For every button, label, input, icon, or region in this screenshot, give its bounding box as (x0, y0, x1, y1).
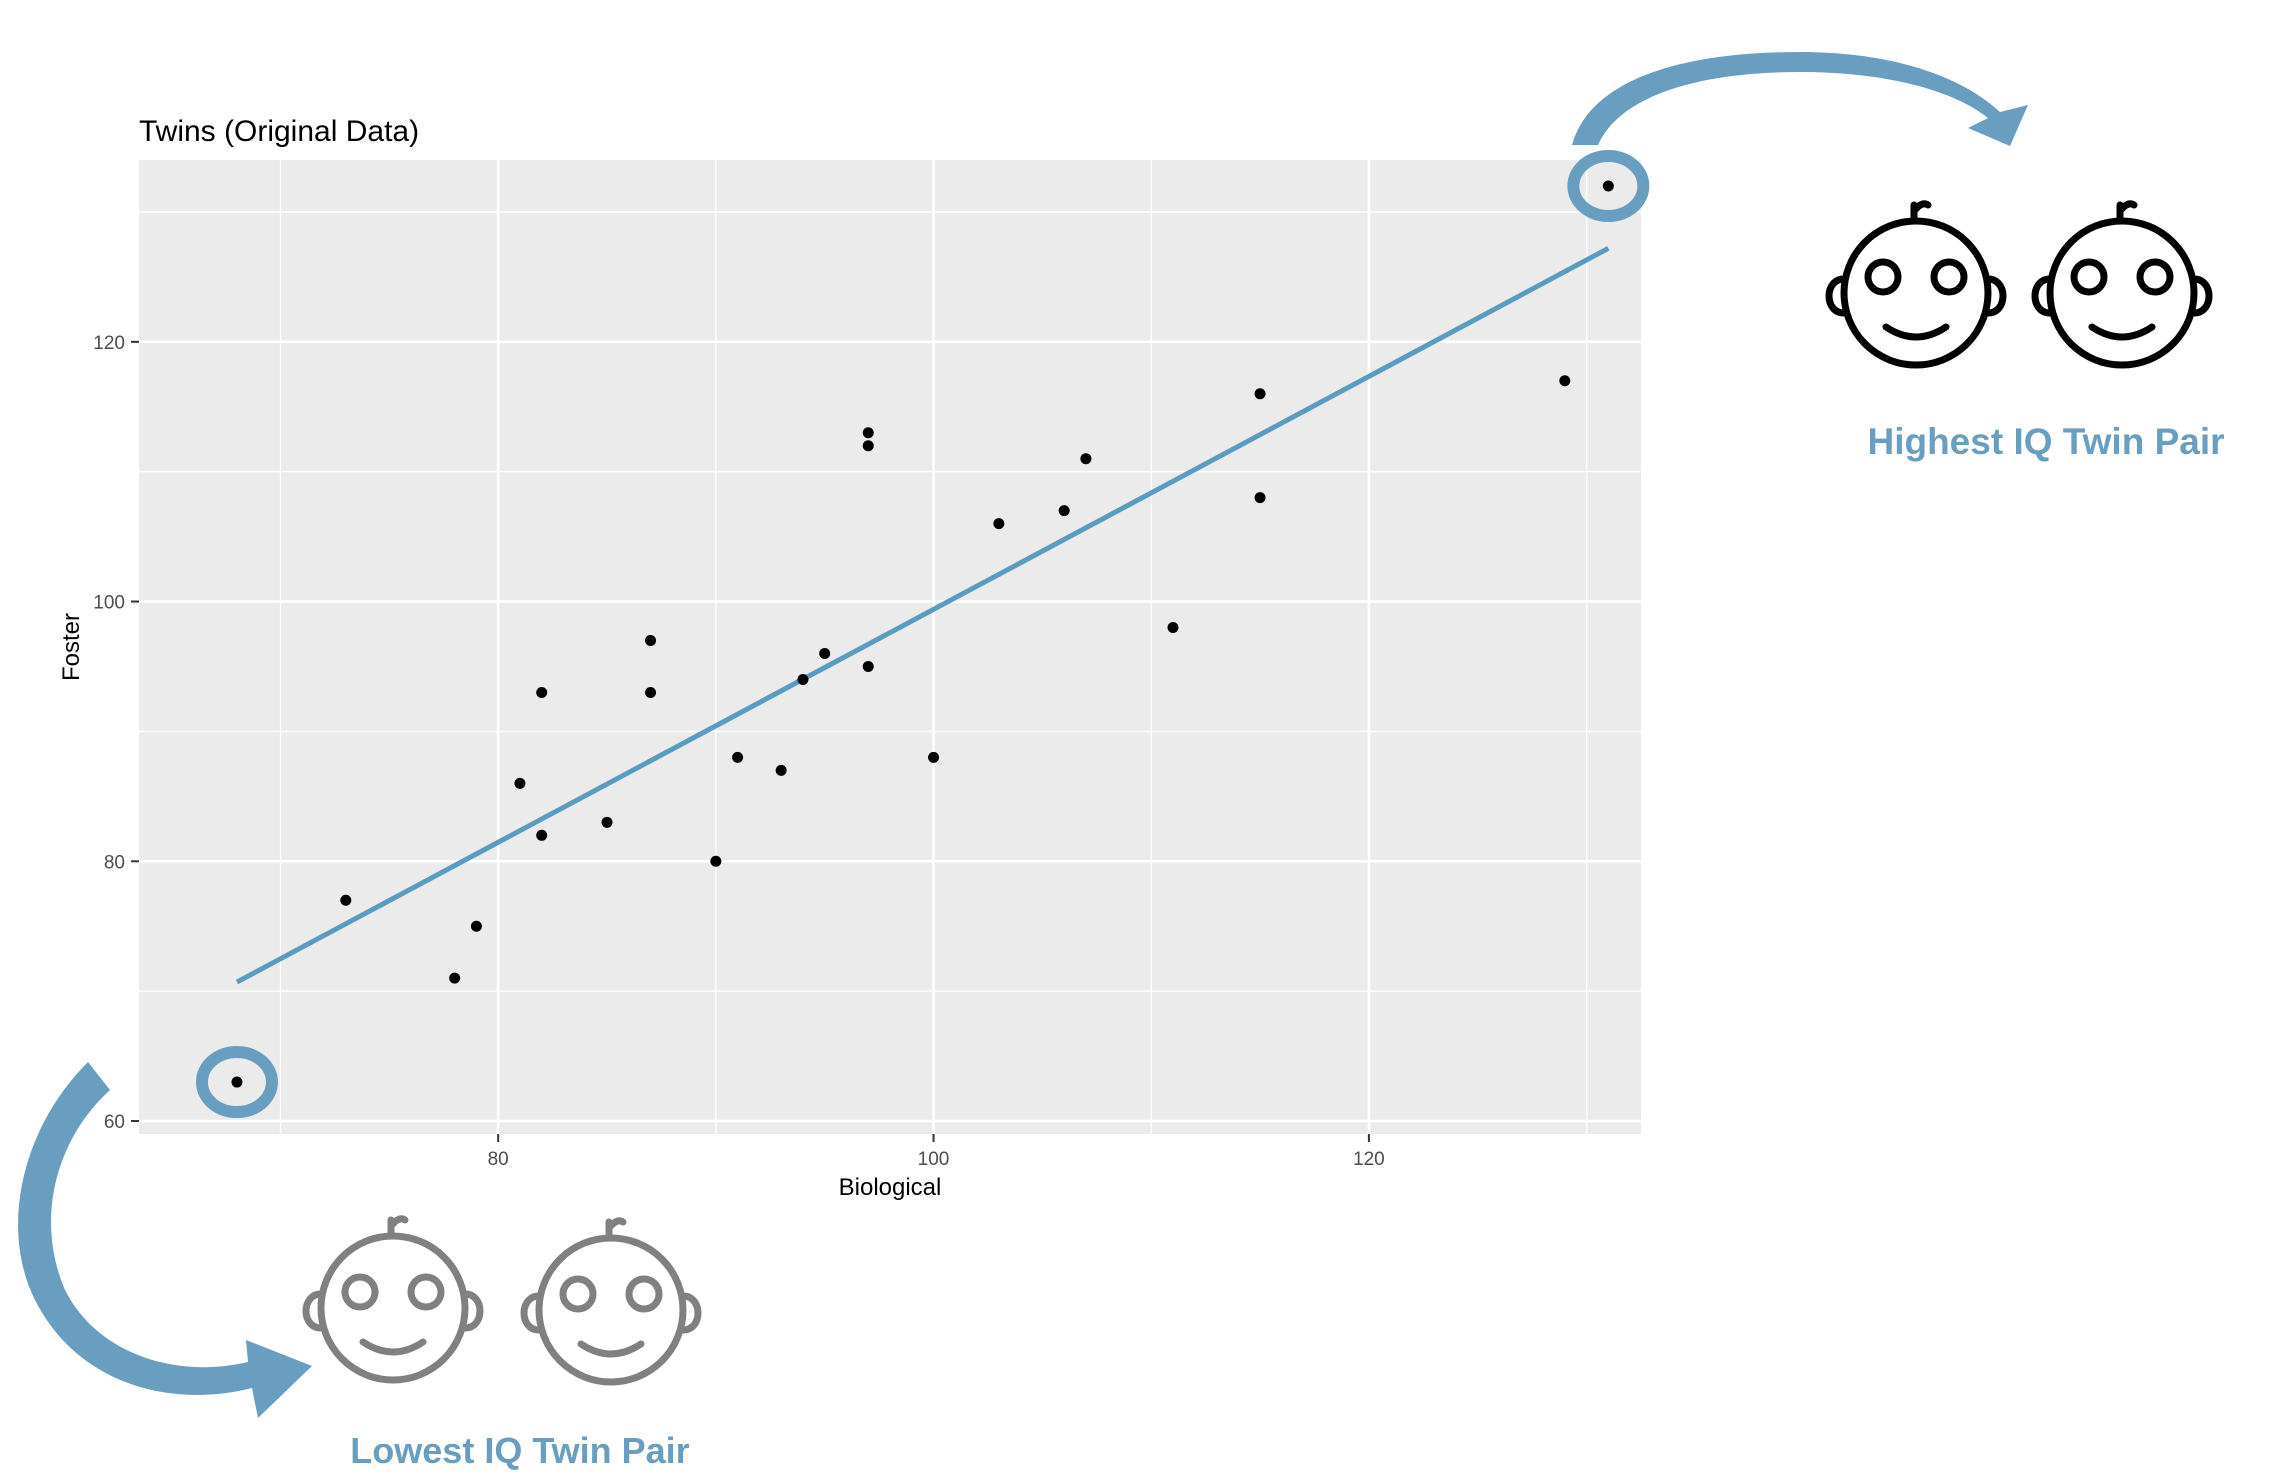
face-head (535, 1234, 687, 1386)
face-left-eye (2070, 258, 2108, 296)
face-hair-tuft (2116, 200, 2138, 225)
x-axis-label: Biological (839, 1174, 942, 1201)
face-left-ear (302, 1290, 325, 1332)
data-point (775, 764, 787, 776)
baby-face-icon (302, 1215, 484, 1384)
data-point (1167, 622, 1179, 634)
data-point (862, 660, 874, 672)
face-right-ear (2190, 275, 2213, 317)
face-smile (577, 1340, 645, 1358)
x-tick-label: 80 (488, 1149, 509, 1170)
data-point (928, 751, 940, 763)
face-left-eye (341, 1273, 379, 1311)
face-left-eye (559, 1275, 597, 1313)
highest-arrow (1572, 52, 2028, 146)
data-point (993, 518, 1005, 530)
chart-title: Twins (Original Data) (139, 115, 419, 148)
data-points (231, 180, 1614, 1088)
data-point (1058, 505, 1070, 517)
highest-iq-label: Highest IQ Twin Pair (1867, 421, 2224, 462)
baby-face-icon (2031, 200, 2213, 369)
face-smile (2088, 323, 2156, 341)
data-point (710, 855, 722, 867)
data-point (601, 816, 613, 828)
baby-face-icon (1825, 200, 2007, 369)
data-point (340, 894, 352, 906)
data-point (1254, 492, 1266, 504)
data-point (536, 686, 548, 698)
data-point (449, 972, 461, 984)
fit-line (235, 246, 1610, 985)
highlight-ring (195, 1046, 278, 1119)
data-point (1559, 375, 1571, 387)
data-point (231, 1076, 243, 1088)
x-tick-label: 120 (1353, 1149, 1385, 1170)
face-hair-tuft (1910, 200, 1932, 225)
data-point (1080, 453, 1092, 465)
y-tick-label: 80 (104, 852, 125, 873)
face-right-eye (1930, 258, 1968, 296)
axis-ticks: 80 100 120 60 80 100 120 (93, 333, 1384, 1170)
y-tick-label: 60 (104, 1112, 125, 1133)
highlight-rings (195, 149, 1650, 1119)
face-left-ear (520, 1292, 543, 1334)
face-right-ear (1984, 275, 2007, 317)
face-left-ear (1825, 275, 1848, 317)
face-head (317, 1232, 469, 1384)
data-point (1254, 388, 1266, 400)
data-point (514, 777, 526, 789)
face-right-eye (625, 1275, 663, 1313)
face-smile (359, 1338, 427, 1356)
face-head (2046, 217, 2198, 369)
face-left-ear (2031, 275, 2054, 317)
data-point (470, 920, 482, 932)
face-right-eye (2136, 258, 2174, 296)
face-right-ear (461, 1290, 484, 1332)
y-tick-label: 120 (93, 333, 125, 354)
face-right-eye (407, 1273, 445, 1311)
data-point (732, 751, 744, 763)
face-head (1840, 217, 1992, 369)
data-point (1602, 180, 1614, 192)
data-point (862, 440, 874, 452)
data-point (536, 829, 548, 841)
face-left-eye (1864, 258, 1902, 296)
lowest-iq-label: Lowest IQ Twin Pair (350, 1430, 689, 1471)
face-hair-tuft (387, 1215, 409, 1240)
baby-face-icon (520, 1217, 702, 1386)
face-smile (1882, 323, 1950, 341)
panel-background (139, 160, 1641, 1134)
y-axis-label: Foster (58, 613, 85, 681)
data-point (645, 686, 657, 698)
face-right-ear (679, 1292, 702, 1334)
data-point (862, 427, 874, 439)
x-tick-label: 100 (918, 1149, 950, 1170)
face-hair-tuft (605, 1217, 627, 1242)
grid-lines (139, 160, 1641, 1134)
y-tick-label: 100 (93, 593, 125, 614)
lowest-arrow (18, 1062, 312, 1418)
data-point (797, 673, 809, 685)
data-point (819, 647, 831, 659)
data-point (645, 635, 657, 647)
highlight-ring (1567, 149, 1650, 222)
